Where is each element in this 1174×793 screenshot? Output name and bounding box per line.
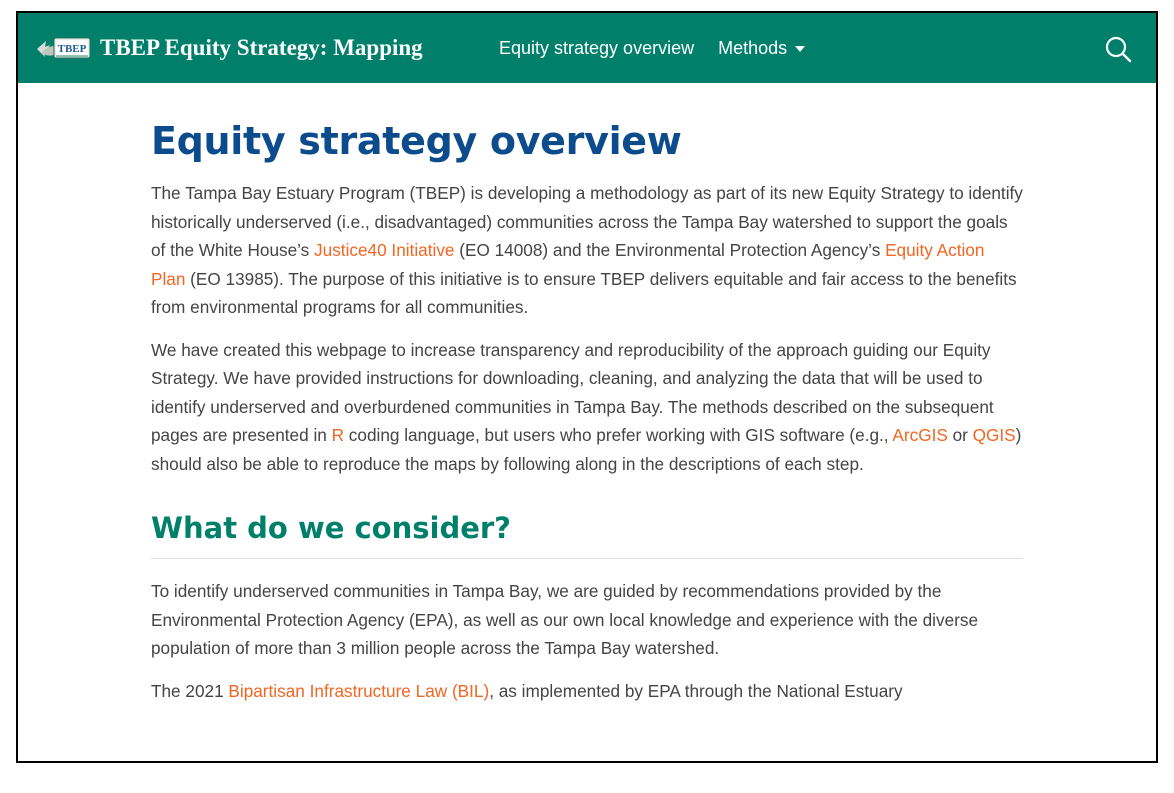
qgis-link[interactable]: QGIS [972,425,1016,445]
p2-text-3: or [947,425,973,445]
arcgis-link[interactable]: ArcGIS [892,425,948,445]
logo-text: TBEP [58,43,87,55]
section-heading: What do we consider? [151,508,1023,559]
caret-down-icon [795,45,806,52]
p4-text-1: The 2021 [151,680,229,701]
webpage-purpose-paragraph: We have created this webpage to increase… [151,336,1023,479]
p1-text-1: The Tampa Bay Estuary Program (TBEP) is … [151,183,1023,260]
r-link[interactable]: R [331,425,345,445]
nav-methods-label: Methods [718,37,788,58]
equity-action-plan-link[interactable]: Equity Action Plan [151,240,985,289]
p2-text-4: ) should also be able to reproduce the m… [151,425,1022,474]
nav-link-overview[interactable]: Equity strategy overview [499,37,695,58]
p2-text-2: coding language, but users who prefer wo… [344,425,893,445]
page-title: Equity strategy overview [151,119,682,163]
bil-paragraph: The 2021 Bipartisan Infrastructure Law (… [151,677,1023,706]
brand-link[interactable]: TBEP TBEP Equity Strategy: Mapping [36,13,423,83]
search-icon[interactable] [1104,35,1132,63]
main-content: Equity strategy overview The Tampa Bay E… [151,83,1023,705]
intro-paragraph: The Tampa Bay Estuary Program (TBEP) is … [151,179,1023,322]
p4-text-2: , as implemented by EPA through the Nati… [489,680,903,701]
consider-paragraph: To identify underserved communities in T… [151,581,979,658]
nav-menu: Equity strategy overview Methods [499,13,806,83]
browser-viewport: TBEP TBEP Equity Strategy: Mapping Equit… [16,11,1158,763]
p1-text-3: (EO 13985). The purpose of this initiati… [151,268,1017,318]
navbar: TBEP TBEP Equity Strategy: Mapping Equit… [18,13,1156,83]
justice40-link[interactable]: Justice40 Initiative [314,240,455,260]
brand-title: TBEP Equity Strategy: Mapping [100,35,423,60]
p1-text-2: (EO 14008) and the Environmental Protect… [454,240,886,260]
nav-dropdown-methods[interactable]: Methods [718,37,806,59]
p2-text-1: We have created this webpage to increase… [151,339,994,446]
bil-link[interactable]: Bipartisan Infrastructure Law (BIL) [228,680,490,701]
tbep-logo-icon: TBEP [37,37,91,59]
